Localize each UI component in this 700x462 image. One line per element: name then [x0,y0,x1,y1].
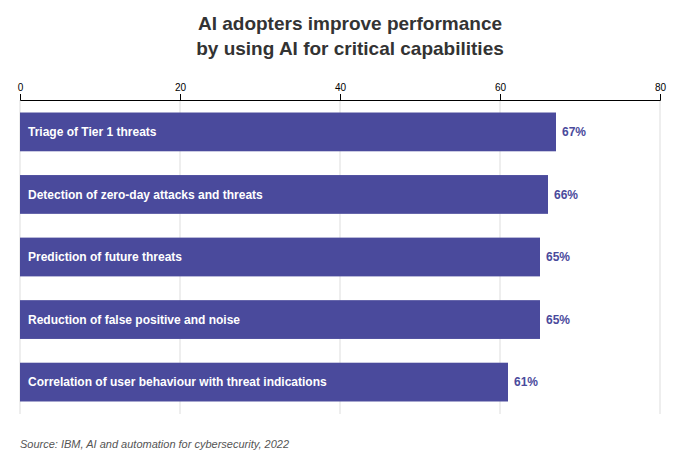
data-label: 66% [554,188,578,202]
tick-label: 20 [175,82,187,93]
tick: 60 [495,82,507,100]
grid-line [660,100,661,414]
bar [20,363,508,402]
data-label: 65% [546,250,570,264]
title-line: AI adopters improve performance [198,13,502,34]
bar [20,300,540,339]
tick-mark [20,94,21,100]
tick-label: 80 [655,82,667,93]
data-label: 67% [562,125,586,139]
chart-svg: AI adopters improve performance by using … [0,0,700,462]
bar [20,113,556,152]
category-label: Correlation of user behaviour with threa… [28,375,327,389]
chart-container: AI adopters improve performance by using … [0,0,700,462]
tick-mark [660,94,661,100]
plot: 0 20 40 60 80 Correlation of user behaviour w… [18,82,667,414]
tick: 80 [655,82,667,100]
grid [20,100,660,414]
tick-label: 60 [495,82,507,93]
data-label: 65% [546,313,570,327]
tick-mark [340,94,341,100]
tick-mark [500,94,501,100]
annotation: Source: IBM, AI and automation for cyber… [20,438,289,450]
tick-label: 40 [335,82,347,93]
bar [20,175,548,214]
category-label: Detection of zero-day attacks and threat… [28,188,263,202]
tick-mark [180,94,181,100]
title: AI adopters improve performance by using … [196,13,504,59]
category-label: Prediction of future threats [28,250,182,264]
tick: 20 [175,82,187,100]
category-label: Triage of Tier 1 threats [28,125,157,139]
data-label: 61% [514,375,538,389]
title-line: by using AI for critical capabilities [196,38,504,59]
tick-label: 0 [18,82,24,93]
bars [20,113,556,402]
x-axis: 0 20 40 60 80 [18,82,667,101]
axis-domain [21,94,661,101]
tick: 40 [335,82,347,100]
category-label: Reduction of false positive and noise [28,313,240,327]
tick: 0 [18,82,24,100]
bar [20,238,540,277]
labels: Correlation of user behaviour with threa… [28,125,586,389]
